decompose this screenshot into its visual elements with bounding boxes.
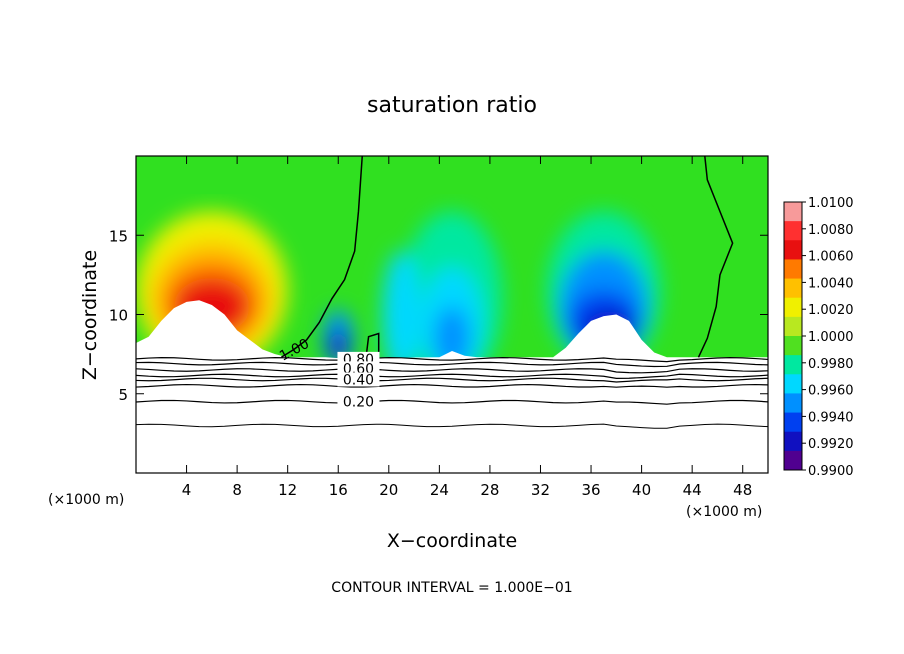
contour-label-3: 0.40: [343, 372, 374, 388]
contour-one-2: [365, 332, 380, 358]
x-tick-label-28: 28: [480, 481, 499, 499]
colorbar-swatch-2: [784, 240, 802, 260]
y-tick-label-5: 5: [118, 386, 128, 404]
colorbar-swatch-12: [784, 431, 802, 452]
colorbar-swatch-8: [784, 355, 802, 375]
colorbar-tick-label-8: 0.9940: [808, 410, 854, 425]
colorbar-swatch-5: [784, 297, 802, 318]
colorbar-swatch-7: [784, 336, 802, 356]
colorbar-tick-label-5: 1.0000: [808, 330, 854, 345]
x-axis-label: X−coordinate: [387, 530, 517, 552]
colorbar-swatch-3: [784, 259, 802, 280]
y-axis-ticks: 5 10 15: [109, 227, 768, 404]
contour-interval-note: CONTOUR INTERVAL = 1.000E−01: [331, 580, 572, 596]
x-tick-label-16: 16: [329, 481, 348, 499]
x-tick-label-8: 8: [232, 481, 242, 499]
y-axis-label: Z−coordinate: [79, 250, 101, 380]
contour-line-0: [136, 357, 768, 363]
x-tick-label-24: 24: [430, 481, 449, 499]
contour-one-1: [697, 156, 734, 358]
colorbar-swatch-13: [784, 450, 802, 471]
contour-line-6: [136, 399, 768, 405]
y-tick-label-10: 10: [109, 307, 128, 325]
x-tick-label-40: 40: [632, 481, 651, 499]
saturation-field: 1.00 0.800.600.400.20: [136, 156, 768, 473]
x-tick-label-20: 20: [379, 481, 398, 499]
colorbar-tick-label-1: 1.0080: [808, 223, 854, 238]
colorbar-swatch-9: [784, 374, 802, 394]
field-feature-9: [382, 251, 421, 378]
contour-line-2: [136, 368, 768, 374]
colorbar-swatch-1: [784, 221, 802, 241]
colorbar: 1.0100 1.0080 1.0060 1.0040 1.0020 1.0000 0.99…: [783, 196, 854, 479]
colorbar-swatch-11: [784, 412, 802, 433]
colorbar-tick-label-4: 1.0020: [808, 303, 854, 318]
x-tick-label-48: 48: [733, 481, 752, 499]
y-tick-label-15: 15: [109, 227, 128, 245]
contour-line-7: [136, 423, 768, 429]
colorbar-tick-label-6: 0.9980: [808, 357, 854, 372]
x-tick-label-36: 36: [581, 481, 600, 499]
x-unit-left: (×1000 m): [48, 492, 124, 508]
contour-label-4: 0.20: [343, 395, 374, 411]
x-tick-label-32: 32: [531, 481, 550, 499]
colorbar-tick-label-7: 0.9960: [808, 384, 854, 399]
colorbar-tick-label-10: 0.9900: [808, 464, 854, 479]
colorbar-tick-label-0: 1.0100: [808, 196, 854, 211]
colorbar-tick-label-3: 1.0040: [808, 276, 854, 291]
colorbar-tick-label-2: 1.0060: [808, 250, 854, 265]
contour-line-5: [136, 383, 768, 388]
contour-line-1: [136, 361, 768, 368]
field-feature-6: [434, 306, 470, 370]
colorbar-tick-label-9: 0.9920: [808, 437, 854, 452]
colorbar-swatch-0: [784, 202, 802, 222]
contour-line-3: [136, 373, 768, 379]
x-tick-label-4: 4: [182, 481, 192, 499]
contour-lines: [136, 156, 768, 429]
colorbar-swatch-6: [784, 316, 802, 337]
contour-line-4: [136, 377, 768, 383]
colorbar-swatch-4: [784, 278, 802, 299]
chart-title: saturation ratio: [367, 93, 537, 118]
x-tick-label-12: 12: [278, 481, 297, 499]
colorbar-swatch-10: [784, 393, 802, 414]
contour-one-0: [280, 156, 364, 358]
x-unit-right: (×1000 m): [686, 504, 762, 520]
x-tick-label-44: 44: [683, 481, 702, 499]
x-axis-ticks: 4 8 12 16 20 24 28 32 36 40 44 48: [182, 156, 752, 499]
